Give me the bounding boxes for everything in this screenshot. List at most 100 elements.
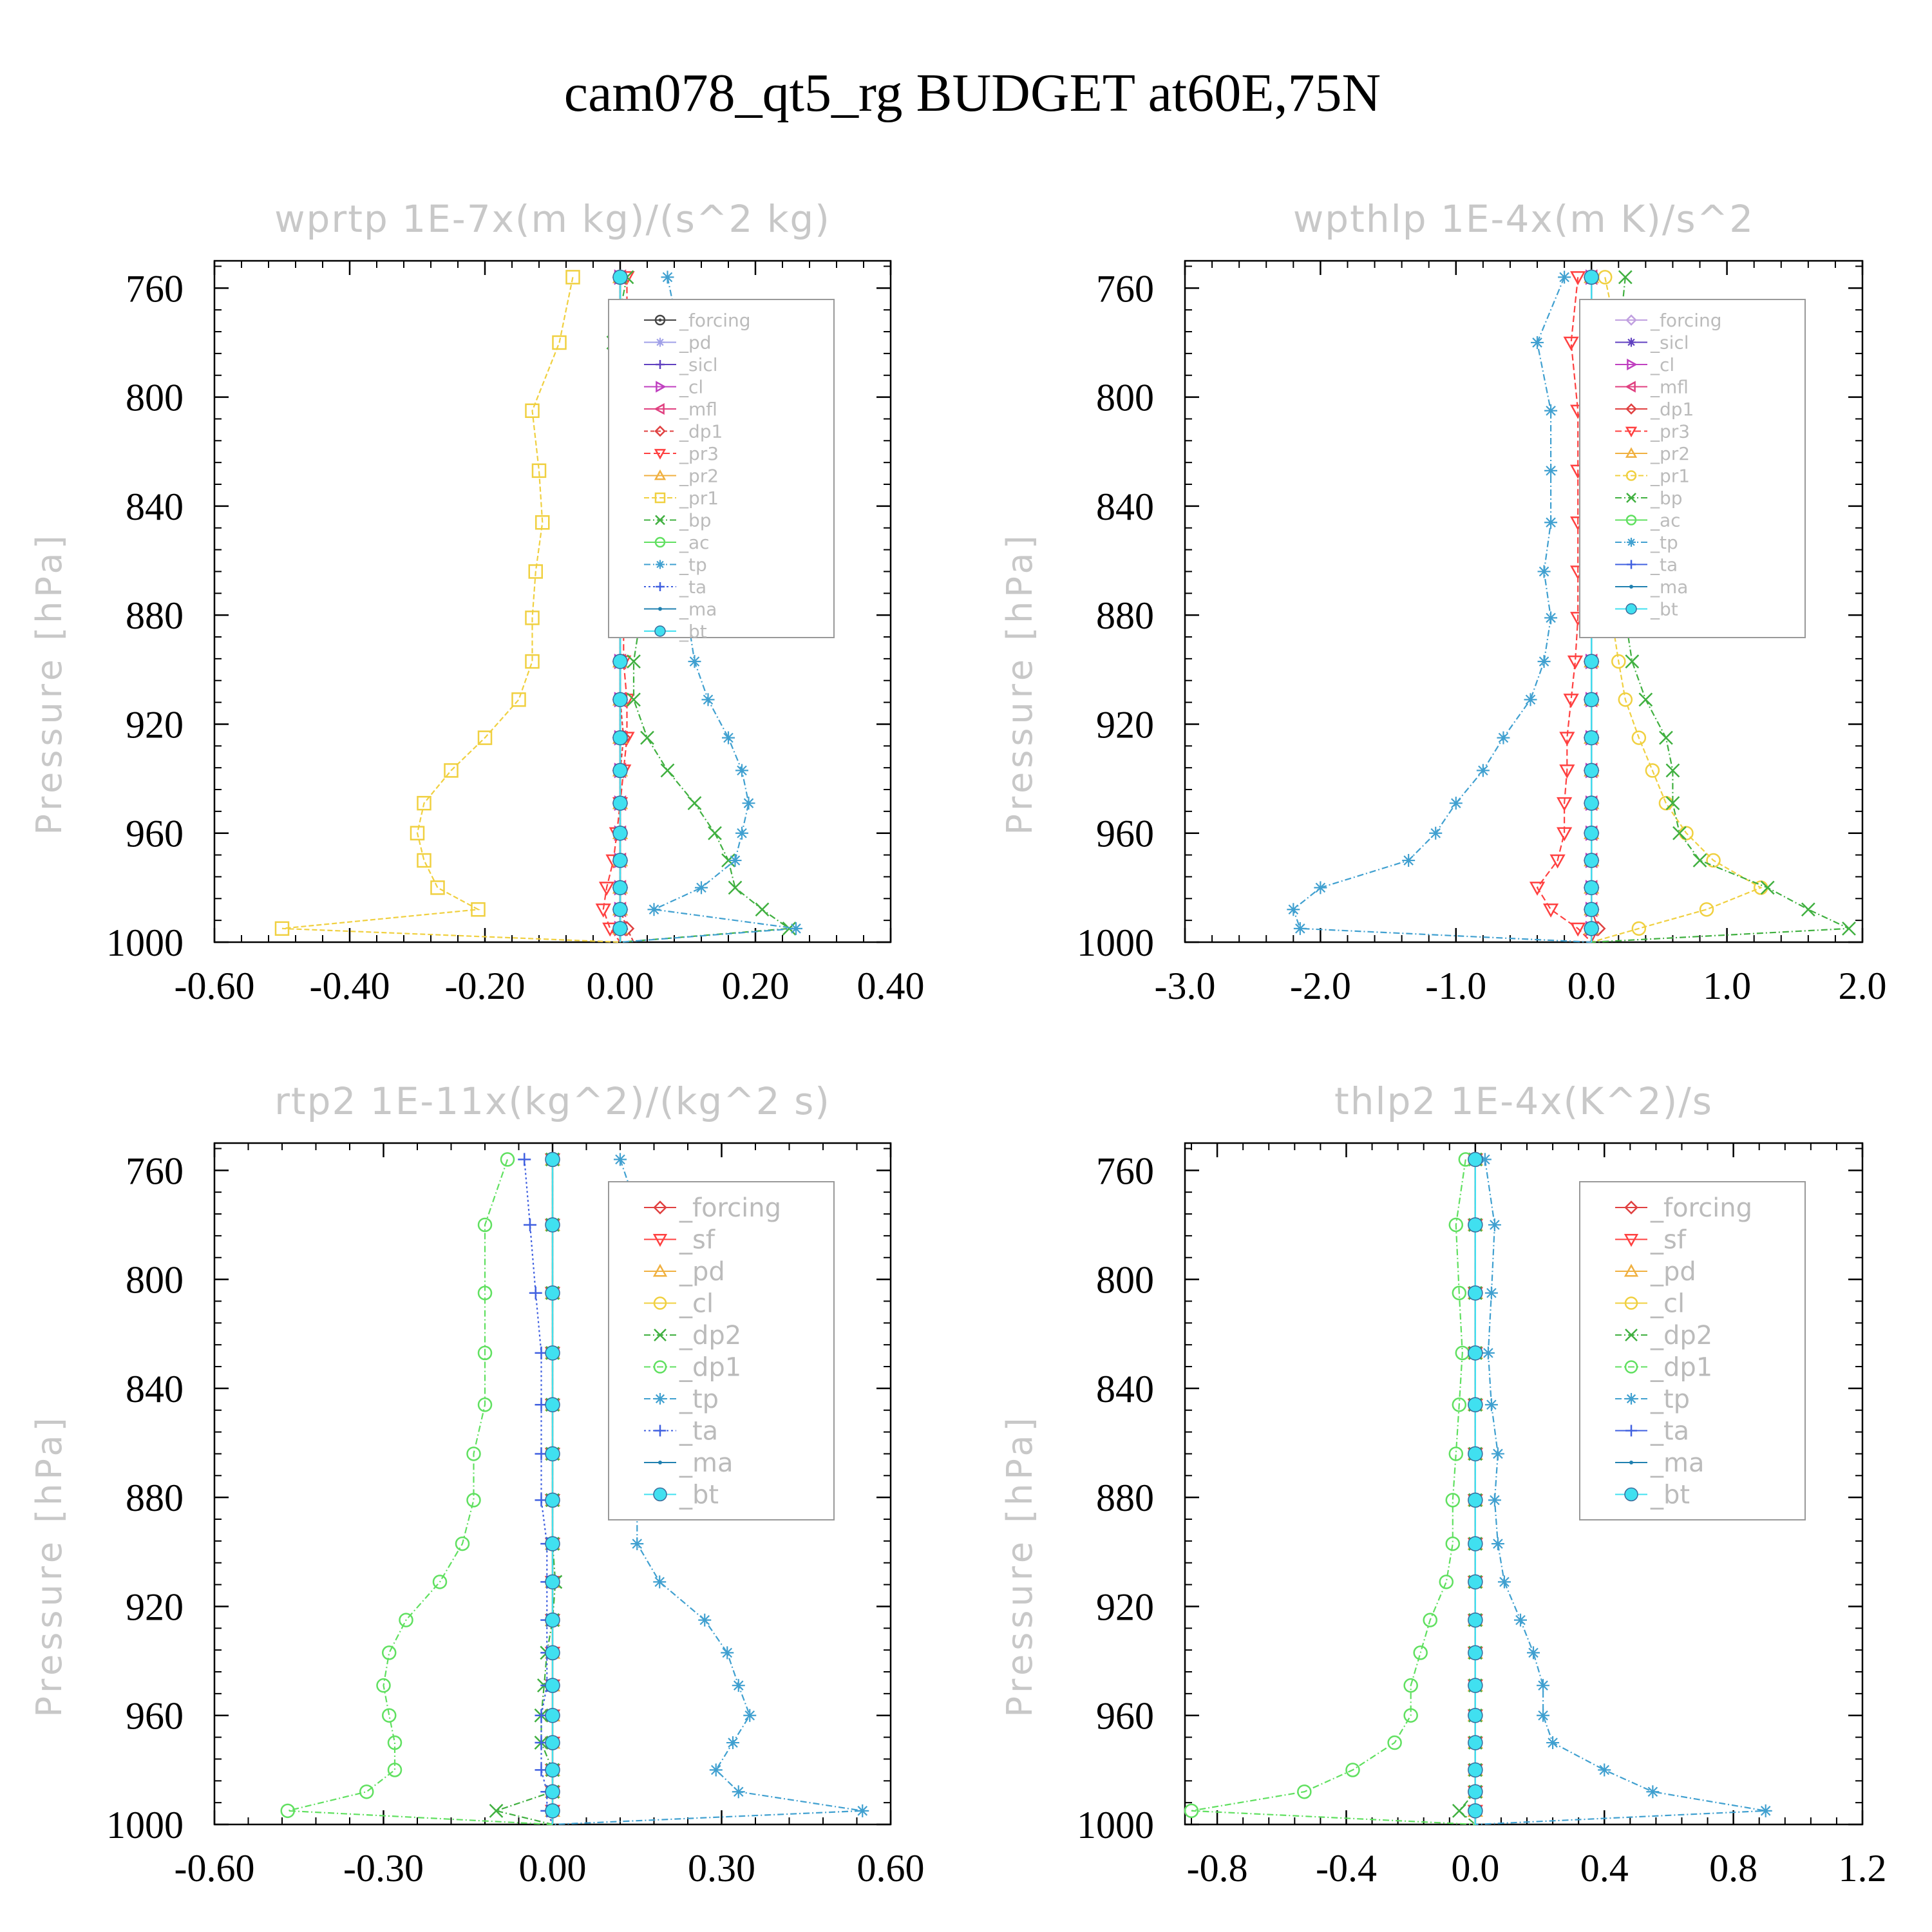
y-tick-label: 920	[1096, 1586, 1154, 1628]
legend-item-pr1: _pr1	[1615, 466, 1690, 487]
series-point	[545, 1762, 560, 1778]
series-point	[511, 692, 526, 707]
series-point	[627, 692, 641, 707]
chart-panel-4: thlp2 1E-4x(K^2)/s Pressure [hPa] -0.8 -0.4…	[999, 1079, 1887, 1889]
legend-item-forcing: _forcing	[1615, 1193, 1752, 1223]
series-point	[1423, 1613, 1437, 1627]
series-point	[545, 1397, 560, 1413]
series-point	[1544, 404, 1558, 417]
series-point	[432, 1575, 448, 1589]
legend-item-ac: _ac	[644, 532, 710, 553]
series-point	[1631, 730, 1647, 745]
series-point	[528, 564, 543, 579]
legend-marker	[654, 536, 666, 548]
legend-item-sf: _sf	[1615, 1226, 1687, 1255]
x-tick-label: -0.30	[343, 1847, 424, 1889]
series-point	[1484, 1398, 1498, 1412]
legend-marker	[1627, 538, 1636, 547]
series-point	[1452, 1803, 1466, 1818]
legend-item-ma: _ma	[644, 1448, 733, 1478]
series-point	[1531, 336, 1544, 349]
plot-frame	[213, 260, 892, 943]
legend-marker	[654, 625, 666, 637]
legend-label: _tp	[679, 1385, 719, 1414]
series-point	[477, 730, 493, 745]
y-axis-label: Pressure [hPa]	[29, 531, 70, 835]
x-tick-label: 0.30	[688, 1847, 755, 1889]
plot-frame	[1184, 1142, 1864, 1826]
series-point	[387, 1763, 402, 1777]
legend-marker	[654, 314, 666, 326]
series-point	[721, 853, 735, 867]
y-axis-label: Pressure [hPa]	[29, 1414, 70, 1717]
x-tick-label: 0.8	[1709, 1847, 1757, 1889]
legend-marker	[1624, 1296, 1638, 1310]
legend-item-ta: _ta	[644, 576, 706, 598]
series-point	[1445, 1536, 1461, 1551]
series-point	[782, 921, 797, 936]
legend-marker	[1624, 1487, 1638, 1502]
series-point	[1570, 271, 1586, 285]
legend-box	[1579, 299, 1806, 638]
legend-label: _ma	[1650, 576, 1688, 598]
series-point	[1439, 1575, 1454, 1589]
x-tick-label: 0.00	[519, 1847, 587, 1889]
x-tick-label: -0.60	[175, 965, 255, 1007]
legend-label: _tp	[1650, 1385, 1690, 1414]
series-point	[1563, 336, 1579, 351]
series-point	[695, 881, 708, 895]
series-point	[545, 1345, 560, 1361]
panels: wprtp 1E-7x(m kg)/(s^2 kg) Pressure [hPa]…	[29, 197, 1887, 1889]
legend-item-cl: _cl	[644, 1289, 714, 1319]
series-point	[640, 730, 654, 745]
series-point	[1546, 1736, 1560, 1750]
series-point	[1445, 1493, 1461, 1508]
series-point	[1638, 692, 1653, 707]
series-point	[466, 1446, 481, 1461]
legend-marker	[656, 582, 665, 591]
series-point	[500, 1152, 515, 1167]
series-point	[612, 825, 628, 841]
series-point	[1559, 732, 1575, 746]
series-point	[545, 1784, 560, 1799]
series-point	[1429, 826, 1443, 840]
series-point	[1468, 1217, 1483, 1233]
y-tick-label: 1000	[106, 1804, 184, 1846]
series-point	[382, 1708, 397, 1723]
series-point	[545, 1678, 560, 1693]
series-point	[1618, 270, 1633, 285]
legend-marker	[1624, 1200, 1638, 1215]
x-tick-label: -3.0	[1155, 965, 1216, 1007]
series-point	[660, 763, 675, 778]
series-point	[722, 731, 735, 744]
legend-item-cl: _cl	[1615, 354, 1674, 375]
series-point	[1584, 795, 1599, 811]
legend-label: _ma	[679, 599, 717, 620]
y-tick-label: 880	[126, 594, 184, 637]
legend-marker	[1629, 585, 1633, 589]
legend-label: _pr2	[679, 466, 719, 487]
series-dp1	[1184, 1152, 1475, 1826]
legend-label: _forcing	[1650, 310, 1722, 331]
series-point	[1706, 853, 1721, 868]
series-point	[1403, 1678, 1418, 1693]
legend-marker	[1627, 358, 1638, 371]
legend-item-pd: _pd	[1615, 1257, 1696, 1287]
series-point	[627, 654, 641, 668]
panel-title: wprtp 1E-7x(m kg)/(s^2 kg)	[274, 197, 831, 241]
series-point	[529, 1286, 542, 1300]
legend-item-sf: _sf	[644, 1226, 715, 1255]
series-point	[1448, 1217, 1464, 1233]
series-point	[709, 1763, 723, 1777]
series-pr1	[274, 270, 621, 943]
series-point	[1759, 1804, 1772, 1817]
series-point	[545, 1707, 560, 1723]
legend-item-pr3: _pr3	[644, 443, 719, 464]
legend-marker	[654, 1393, 666, 1405]
series-point	[755, 902, 770, 917]
legend-marker	[1624, 1264, 1639, 1277]
legend-item-dp2: _dp2	[1615, 1321, 1712, 1350]
legend-item-dp2: _dp2	[644, 1321, 741, 1350]
legend-label: _pr2	[1650, 443, 1690, 464]
x-tick-label: 2.0	[1839, 965, 1887, 1007]
